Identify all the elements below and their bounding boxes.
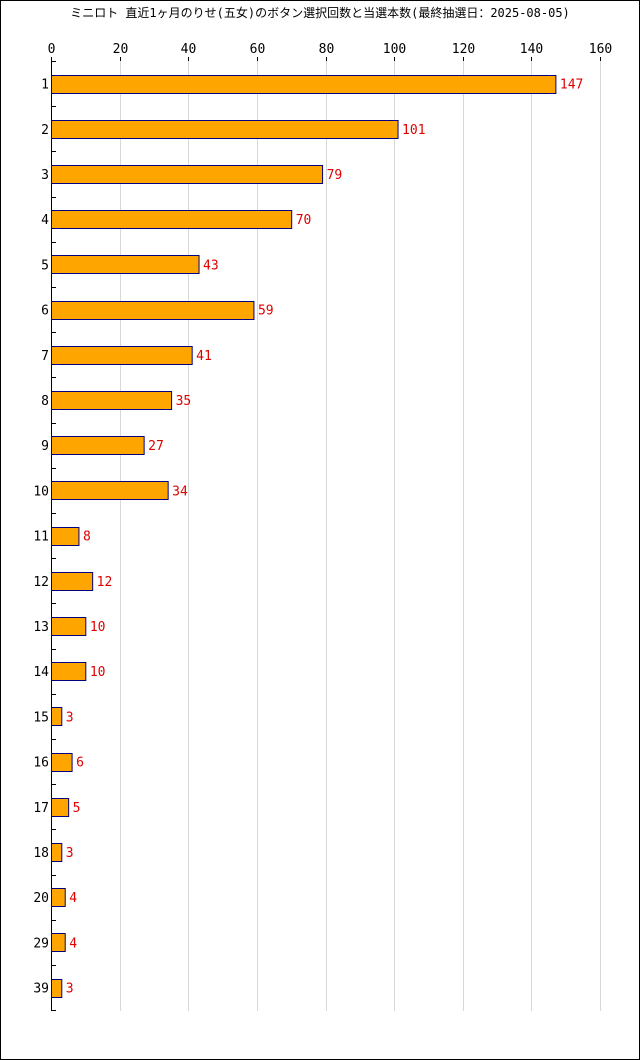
category-label: 15 [33, 710, 49, 725]
value-label: 70 [296, 213, 312, 228]
value-label: 43 [203, 258, 219, 273]
value-label: 3 [66, 982, 74, 997]
bar-4 [51, 210, 293, 229]
category-label: 8 [41, 394, 49, 409]
bar-15 [51, 707, 63, 726]
category-label: 11 [33, 530, 49, 545]
value-label: 35 [176, 394, 192, 409]
bar-39 [51, 979, 63, 998]
category-label: 5 [41, 258, 49, 273]
bar-6 [51, 301, 255, 320]
value-label: 5 [73, 801, 81, 816]
category-label: 7 [41, 349, 49, 364]
bar-17 [51, 798, 70, 817]
bar-20 [51, 888, 66, 907]
value-label: 59 [258, 304, 274, 319]
category-label: 6 [41, 304, 49, 319]
category-label: 4 [41, 213, 49, 228]
bar-5 [51, 255, 200, 274]
bar-1 [51, 75, 557, 94]
value-label: 34 [172, 484, 188, 499]
value-label: 8 [83, 530, 91, 545]
category-label: 1 [41, 78, 49, 93]
bar-14 [51, 662, 87, 681]
bar-29 [51, 933, 66, 952]
category-label: 39 [33, 982, 49, 997]
value-label: 147 [560, 78, 583, 93]
category-label: 13 [33, 620, 49, 635]
category-label: 20 [33, 891, 49, 906]
x-tick-label: 40 [181, 42, 197, 57]
category-label: 9 [41, 439, 49, 454]
x-tick-label: 100 [383, 42, 406, 57]
bar-18 [51, 843, 63, 862]
value-label: 3 [66, 846, 74, 861]
x-tick-label: 140 [520, 42, 543, 57]
value-label: 10 [90, 665, 106, 680]
value-label: 6 [76, 756, 84, 771]
bar-7 [51, 346, 193, 365]
category-label: 18 [33, 846, 49, 861]
bar-12 [51, 572, 94, 591]
value-label: 12 [97, 575, 113, 590]
category-label: 14 [33, 665, 49, 680]
bar-16 [51, 753, 73, 772]
value-label: 10 [90, 620, 106, 635]
value-label: 4 [69, 936, 77, 951]
x-tick-label: 120 [452, 42, 475, 57]
x-tick-label: 20 [113, 42, 129, 57]
bar-10 [51, 481, 169, 500]
value-label: 27 [148, 439, 164, 454]
category-label: 2 [41, 123, 49, 138]
bar-9 [51, 436, 145, 455]
category-label: 3 [41, 168, 49, 183]
category-label: 16 [33, 756, 49, 771]
value-label: 4 [69, 891, 77, 906]
x-tick-label: 160 [589, 42, 612, 57]
chart-title: ミニロト 直近1ヶ月のりせ(五女)のボタン選択回数と当選本数(最終抽選日：202… [70, 6, 570, 20]
category-label: 29 [33, 936, 49, 951]
category-label: 10 [33, 484, 49, 499]
bar-2 [51, 120, 399, 139]
value-label: 3 [66, 710, 74, 725]
x-tick-label: 80 [319, 42, 335, 57]
value-label: 41 [196, 349, 212, 364]
bar-11 [51, 527, 80, 546]
bar-8 [51, 391, 173, 410]
x-tick-label: 0 [48, 42, 56, 57]
value-label: 101 [402, 123, 425, 138]
bar-13 [51, 617, 87, 636]
x-tick-label: 60 [250, 42, 266, 57]
value-label: 79 [327, 168, 343, 183]
bar-3 [51, 165, 324, 184]
category-label: 17 [33, 801, 49, 816]
category-label: 12 [33, 575, 49, 590]
